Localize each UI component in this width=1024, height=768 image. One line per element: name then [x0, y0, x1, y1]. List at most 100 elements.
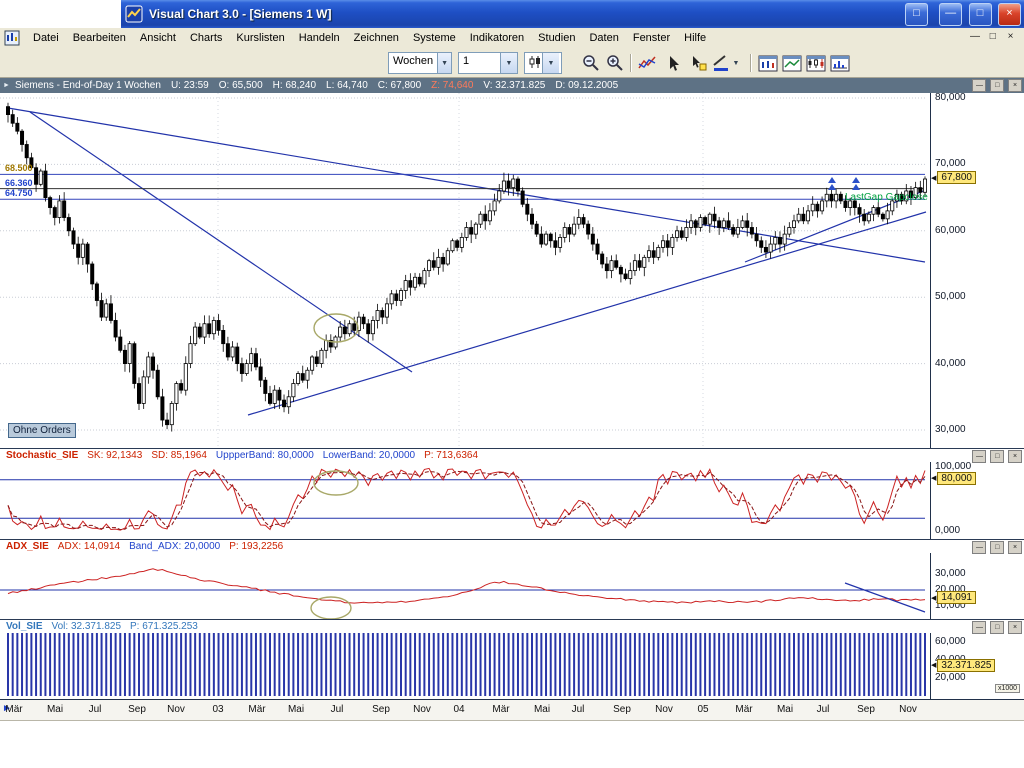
time-axis-label: Mär [735, 704, 753, 715]
volume-plot[interactable] [0, 632, 930, 699]
panel-maximize-button[interactable]: □ [990, 621, 1005, 634]
dropdown-arrow-icon[interactable]: ▼ [437, 53, 451, 73]
time-axis-label: 04 [453, 704, 465, 715]
period-combo[interactable]: Wochen ▼ [388, 52, 452, 74]
mdi-close-button[interactable]: × [1007, 31, 1014, 42]
panel-maximize-button[interactable]: □ [990, 450, 1005, 463]
header-segment: LowerBand: 20,0000 [322, 450, 416, 461]
axis-tick-label: 30,000 [935, 568, 966, 579]
marker-value: 67,800 [937, 171, 976, 184]
axis-tick-label: 40,000 [935, 357, 966, 369]
window-restore-float-button[interactable]: □ [905, 3, 928, 26]
menu-handeln[interactable]: Handeln [298, 32, 340, 44]
menu-zeichnen[interactable]: Zeichnen [353, 32, 399, 44]
period-combo-value: Wochen [393, 55, 434, 67]
dropdown-arrow-icon[interactable]: ▼ [500, 53, 517, 73]
cursor-icon [670, 56, 679, 71]
axis-tick-label: 60,000 [935, 224, 966, 236]
ohne-orders-button[interactable]: Ohne Orders [8, 423, 76, 438]
time-axis-label: Jul [88, 704, 102, 715]
header-segment: UppperBand: 80,0000 [215, 450, 314, 461]
time-axis[interactable]: ► Mär Mai Jul Sep Nov 03 Mär Mai Jul Sep Nov 04 Mär M… [0, 699, 1024, 721]
chart-window-layout-button-3[interactable] [805, 52, 827, 74]
panel-minimize-button[interactable]: — [972, 79, 987, 92]
chart-window-layout-button-1[interactable] [757, 52, 779, 74]
menu-hilfe[interactable]: Hilfe [684, 32, 707, 44]
menu-bearbeiten[interactable]: Bearbeiten [72, 32, 126, 44]
panel-minimize-button[interactable]: — [972, 621, 987, 634]
order-level-label: 66.360 [5, 177, 33, 188]
panel-minimize-button[interactable]: — [972, 541, 987, 554]
chart-window-layout-button-2[interactable] [781, 52, 803, 74]
window-titlebar: Visual Chart 3.0 - [Siemens 1 W] [121, 0, 1024, 28]
indicator-chart-icon [638, 56, 656, 69]
adx-panel[interactable] [0, 552, 930, 619]
panel-close-button[interactable]: × [1008, 541, 1022, 554]
axis-tick-label: 80,000 [935, 92, 966, 103]
menu-studien[interactable]: Studien [538, 32, 576, 44]
main-chart-panel[interactable]: 68.500 66.360 64.750 LastGap Gapclose Ohne… [0, 93, 930, 448]
panel-minimize-button[interactable]: — [972, 450, 987, 463]
indicator-chart-button[interactable] [636, 52, 658, 74]
pointer-select-button[interactable] [688, 52, 710, 74]
header-segment: Stochastic_SIE [6, 450, 79, 461]
chart-type-combo[interactable]: ▼ [524, 52, 562, 74]
time-axis-label: Jul [330, 704, 344, 715]
mdi-minimize-button[interactable]: — [969, 31, 980, 42]
window-minimize-button[interactable]: — [939, 3, 963, 26]
marker-arrow-icon: ◀ [931, 475, 937, 483]
draw-line-tool-button[interactable] [710, 52, 732, 74]
header-segment: Vol: 32.371.825 [51, 621, 122, 632]
axis-tick-label: 50,000 [935, 291, 966, 303]
menu-ansicht[interactable]: Ansicht [139, 32, 176, 44]
menu-fenster[interactable]: Fenster [632, 32, 671, 44]
chart-doc-icon [4, 30, 20, 46]
scroll-right-arrow[interactable]: ► [2, 703, 12, 714]
compression-combo[interactable]: 1 ▼ [458, 52, 518, 74]
menu-indikatoren[interactable]: Indikatoren [469, 32, 525, 44]
volume-panel[interactable] [0, 632, 930, 699]
axis-tick-label: 60,000 [935, 636, 966, 647]
panel-close-button[interactable]: × [1008, 450, 1022, 463]
stochastic-values: Stochastic_SIE SK: 92,1343 SD: 85,1964 Uppp… [0, 450, 487, 461]
draw-tool-dropdown[interactable]: ▼ [730, 52, 742, 74]
chart-window-layout-button-4[interactable] [829, 52, 851, 74]
main-chart-plot[interactable] [0, 93, 930, 448]
window-maximize-button[interactable]: □ [968, 3, 992, 26]
volume-panel-controls: — □ × [971, 621, 1022, 634]
axis-tick-label: 20,000 [935, 672, 966, 683]
menu-datei[interactable]: Datei [33, 32, 59, 44]
panel-maximize-button[interactable]: □ [990, 541, 1005, 554]
app-icon [125, 5, 143, 23]
current-value-marker: ◀ 14,091 [931, 591, 976, 605]
chart-window-icon [782, 55, 802, 71]
stochastic-plot[interactable] [0, 461, 930, 539]
panel-maximize-button[interactable]: □ [990, 79, 1005, 92]
cursor-tool-button[interactable] [664, 52, 686, 74]
panel-close-button[interactable]: × [1008, 79, 1022, 92]
stochastic-panel[interactable] [0, 461, 930, 539]
time-axis-label: 03 [212, 704, 224, 715]
zoom-out-button[interactable] [580, 52, 602, 74]
menu-charts[interactable]: Charts [189, 32, 223, 44]
marker-value: 80,000 [937, 471, 976, 485]
menu-systeme[interactable]: Systeme [412, 32, 456, 44]
marker-value: 14,091 [937, 591, 976, 605]
current-value-marker: ◀ 80,000 [931, 471, 976, 485]
mdi-restore-button[interactable]: □ [989, 31, 996, 42]
header-segment: C: 67,800 [377, 80, 422, 91]
dropdown-arrow-icon[interactable]: ▼ [542, 53, 559, 73]
menu-kurslisten[interactable]: Kurslisten [236, 32, 285, 44]
price-axis[interactable]: x1000 80,000 70,000 60,000 50,000 40,000 30,0… [930, 92, 1024, 699]
adx-plot[interactable] [0, 552, 930, 619]
compression-combo-value: 1 [463, 55, 470, 67]
zoom-in-button[interactable] [604, 52, 626, 74]
time-axis-label: Mär [5, 704, 23, 715]
time-axis-label: Nov [413, 704, 431, 715]
adx-header: ADX_SIE ADX: 14,0914 Band_ADX: 20,0000 P: 1… [0, 539, 1024, 554]
adx-panel-controls: — □ × [971, 541, 1022, 554]
window-close-button[interactable]: × [998, 3, 1021, 26]
axis-tick-label: 100,000 [935, 461, 972, 472]
panel-close-button[interactable]: × [1008, 621, 1022, 634]
menu-daten[interactable]: Daten [589, 32, 619, 44]
